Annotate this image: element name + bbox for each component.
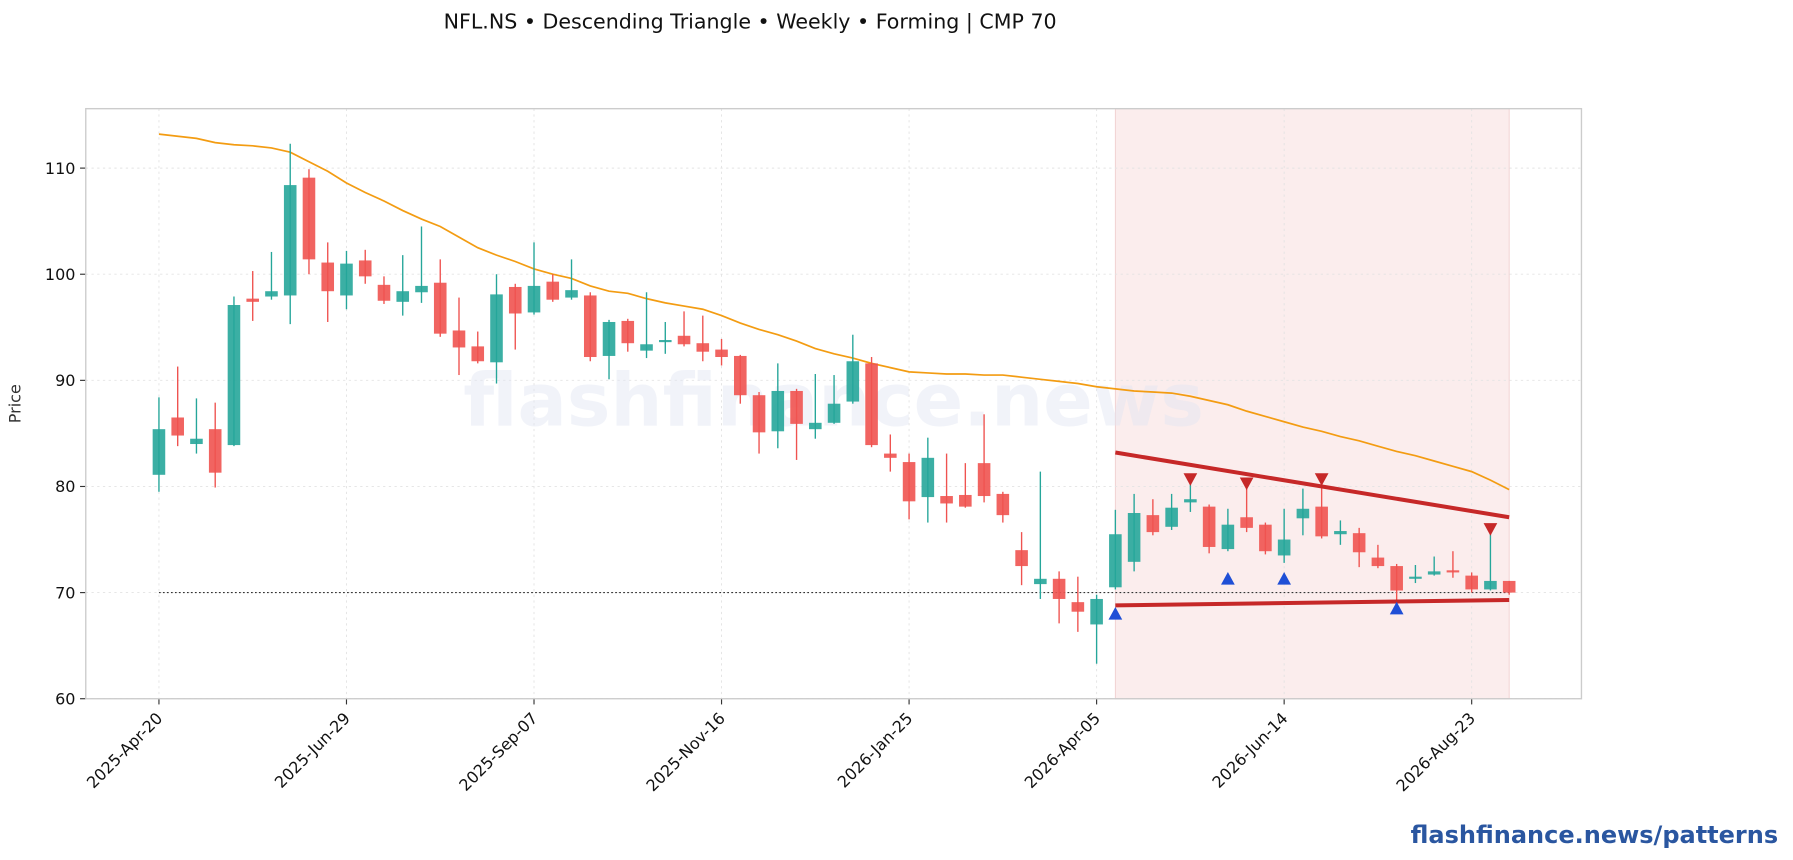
- candle-body: [546, 281, 560, 300]
- candle-body: [621, 320, 635, 344]
- candle-body: [865, 363, 878, 446]
- swing-low-marker: [1389, 601, 1404, 615]
- candle-body: [1277, 539, 1291, 556]
- candle-body: [152, 429, 166, 475]
- y-tick-label: 80: [55, 477, 75, 496]
- candle-body: [734, 355, 747, 396]
- candle-body: [602, 321, 616, 356]
- candle-body: [940, 496, 953, 504]
- candle-body: [1146, 515, 1160, 533]
- swing-high-marker: [1483, 523, 1498, 536]
- y-tick-label: 70: [55, 583, 75, 602]
- candle-body: [1427, 571, 1441, 575]
- candle-body: [996, 493, 1010, 516]
- candle-body: [771, 390, 785, 432]
- candle-body: [715, 349, 728, 358]
- resistance-line: [1115, 450, 1510, 520]
- y-tick-label: 90: [55, 371, 75, 390]
- y-tick-label: 60: [55, 689, 75, 708]
- candle-body: [358, 260, 372, 277]
- candle-body: [396, 291, 410, 302]
- candle-body: [565, 290, 578, 298]
- y-tick-label: 100: [45, 265, 76, 284]
- candle-body: [471, 346, 485, 362]
- candle-body: [1202, 506, 1216, 547]
- candle-body: [208, 429, 222, 473]
- candle-body: [809, 422, 822, 430]
- candle-body: [1502, 580, 1516, 593]
- candle-body: [1409, 576, 1422, 579]
- candle-body: [1184, 499, 1197, 503]
- swing-low-marker: [1221, 572, 1235, 585]
- candle-body: [959, 494, 972, 507]
- candle-body: [283, 185, 297, 296]
- swing-low-marker: [1277, 572, 1292, 585]
- candle-body: [246, 298, 260, 302]
- candle-body: [696, 343, 710, 352]
- candle-body: [302, 177, 316, 260]
- candle-body: [1465, 575, 1478, 590]
- candle-body: [1109, 534, 1122, 588]
- candle-body: [677, 335, 691, 345]
- support-line: [1115, 598, 1510, 608]
- footer: flashfinance.news/patterns: [1411, 821, 1779, 849]
- candle-body: [171, 417, 184, 436]
- candle-body: [583, 295, 597, 358]
- candle-body: [190, 438, 203, 445]
- candle-body: [1296, 508, 1310, 519]
- candle-body: [1390, 566, 1403, 591]
- swing-high-marker: [1239, 477, 1254, 491]
- candle-body: [921, 457, 935, 498]
- candle-body: [1446, 570, 1460, 573]
- candle-body: [1371, 557, 1385, 567]
- candle-body: [658, 340, 672, 343]
- candle-body: [340, 263, 353, 296]
- chart-title: NFL.NS • Descending Triangle • Weekly • …: [444, 10, 1057, 35]
- candle-body: [377, 284, 391, 301]
- candle-body: [640, 344, 653, 351]
- candle-body: [1259, 524, 1272, 552]
- candle-body: [1071, 602, 1085, 612]
- candle-body: [902, 462, 916, 502]
- candle-body: [1165, 507, 1178, 527]
- candle-body: [321, 262, 335, 292]
- candle-body: [1034, 578, 1047, 585]
- candle-body: [452, 330, 466, 348]
- candle-body: [1127, 513, 1141, 562]
- candle-body: [1315, 506, 1328, 537]
- candle-body: [884, 453, 897, 458]
- candle-body: [1090, 598, 1103, 625]
- candle-body: [1334, 531, 1347, 535]
- candle-body: [827, 403, 841, 423]
- plot-frame: [85, 107, 1583, 700]
- candle-body: [1015, 550, 1028, 567]
- candle-body: [265, 291, 278, 297]
- candle-body: [1352, 533, 1366, 553]
- candle-body: [977, 463, 991, 497]
- candle-body: [1221, 524, 1235, 550]
- candle-body: [1240, 517, 1253, 528]
- candle-body: [490, 294, 503, 363]
- y-axis-label: Price: [6, 384, 25, 423]
- candle-body: [508, 286, 522, 314]
- swing-high-marker: [1314, 473, 1329, 486]
- candle-body: [433, 282, 447, 334]
- candle-body: [1484, 580, 1497, 590]
- candle-body: [1052, 578, 1066, 599]
- candle-body: [415, 285, 428, 293]
- moving-average: [158, 133, 1510, 491]
- y-tick-label: 110: [45, 159, 76, 178]
- candle-body: [846, 361, 860, 402]
- swing-high-marker: [1183, 473, 1198, 486]
- candle-body: [752, 395, 766, 433]
- candle-body: [527, 285, 541, 313]
- candle-body: [227, 305, 241, 446]
- candle-body: [790, 390, 803, 424]
- swing-low-marker: [1108, 607, 1123, 620]
